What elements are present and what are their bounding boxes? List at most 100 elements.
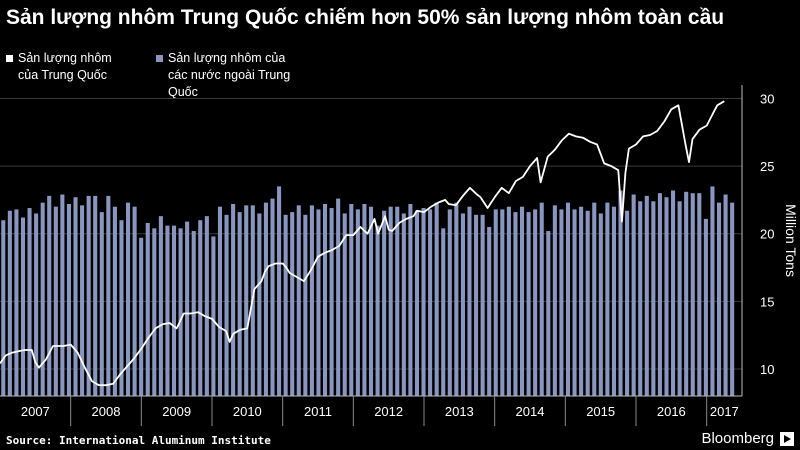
bar-4 [27, 208, 32, 396]
bar-62 [408, 203, 413, 396]
bar-69 [454, 202, 459, 396]
x-tick-label-2011: 2011 [304, 404, 332, 419]
brand-logo-text: Bloomberg [701, 430, 774, 447]
bar-84 [552, 205, 557, 396]
bar-12 [80, 205, 85, 396]
bar-76 [500, 209, 505, 396]
bar-17 [112, 206, 117, 396]
bar-10 [66, 203, 71, 396]
bar-8 [53, 206, 58, 396]
legend-swatch-other [156, 55, 163, 62]
bar-18 [119, 220, 124, 396]
bar-94 [618, 190, 623, 396]
x-tick-label-2010: 2010 [233, 404, 262, 419]
bar-102 [671, 190, 676, 396]
bar-64 [421, 208, 426, 396]
bar-45 [296, 205, 301, 396]
bar-15 [99, 212, 104, 396]
bar-25 [165, 225, 170, 396]
bar-96 [631, 194, 636, 396]
x-tick-label-2008: 2008 [92, 404, 121, 419]
source-note: Source: International Aluminum Institute [6, 434, 271, 447]
bar-31 [204, 216, 209, 396]
bar-63 [414, 210, 420, 396]
bar-73 [480, 214, 485, 396]
x-tick-label-2015: 2015 [586, 404, 615, 419]
legend-label-china: Sản lượng nhôm của Trung Quốc [18, 50, 112, 84]
legend-label-other-line3: Quốc [168, 85, 198, 99]
bar-106 [697, 193, 702, 396]
bar-54 [355, 209, 360, 396]
bar-87 [572, 209, 577, 396]
bar-61 [401, 213, 406, 396]
bar-58 [382, 210, 387, 396]
bar-37 [244, 205, 249, 396]
bar-47 [309, 205, 314, 396]
china-production-line [0, 100, 725, 387]
legend: Sản lượng nhôm của Trung Quốc Sản lượng … [6, 50, 326, 101]
bar-46 [303, 214, 308, 396]
bar-60 [395, 206, 400, 396]
bar-103 [677, 201, 682, 396]
x-tick-label-2012: 2012 [374, 404, 403, 419]
bar-59 [388, 206, 393, 396]
bar-19 [126, 202, 131, 396]
bar-67 [441, 228, 446, 396]
bar-43 [283, 214, 288, 396]
bar-70 [460, 213, 465, 396]
bar-56 [368, 206, 374, 396]
bar-110 [723, 194, 728, 396]
bar-42 [277, 186, 282, 396]
bar-23 [152, 228, 157, 396]
bar-32 [211, 236, 216, 396]
bar-35 [231, 203, 236, 396]
bar-55 [362, 203, 367, 396]
bar-33 [217, 206, 223, 396]
bar-30 [198, 220, 203, 396]
legend-label-other-line2: các nước ngoài Trung [168, 68, 291, 82]
bar-86 [565, 202, 571, 396]
bar-100 [657, 193, 662, 396]
bar-85 [559, 209, 564, 396]
legend-label-china-line1: Sản lượng nhôm [18, 51, 112, 65]
bar-95 [625, 210, 630, 396]
y-tick-label-10: 10 [760, 362, 774, 377]
bar-74 [487, 226, 492, 396]
bar-9 [60, 194, 65, 396]
legend-label-other: Sản lượng nhôm của các nước ngoài Trung … [168, 50, 290, 101]
bar-50 [329, 208, 334, 396]
bar-78 [513, 212, 518, 396]
bar-92 [605, 202, 610, 396]
bar-34 [224, 214, 229, 396]
bar-41 [270, 198, 275, 396]
bar-27 [178, 228, 183, 396]
bar-57 [375, 225, 380, 396]
bar-13 [86, 195, 91, 396]
y-tick-label-30: 30 [760, 92, 774, 107]
x-tick-label-2017: 2017 [710, 404, 739, 419]
bar-97 [638, 201, 643, 396]
chart-title: Sản lượng nhôm Trung Quốc chiếm hơn 50% … [6, 6, 725, 29]
bar-22 [145, 222, 150, 396]
legend-label-china-line2: của Trung Quốc [18, 68, 107, 82]
bar-16 [106, 195, 111, 396]
bar-71 [467, 206, 472, 396]
bar-6 [40, 202, 45, 396]
bar-108 [710, 186, 715, 396]
bar-51 [336, 198, 341, 396]
bar-2 [14, 209, 19, 396]
bar-0 [1, 220, 6, 396]
bar-109 [716, 202, 722, 396]
legend-swatch-china [6, 55, 13, 62]
chart-area: 10 15 20 25 30 Million Tons 2007 2008 2009 2010 20… [0, 85, 799, 426]
bar-91 [598, 213, 603, 396]
bar-5 [34, 213, 39, 396]
bar-88 [579, 206, 584, 396]
bar-49 [322, 203, 328, 396]
bar-20 [132, 206, 137, 396]
bar-101 [664, 197, 669, 396]
bar-77 [506, 206, 511, 396]
bar-21 [139, 237, 144, 396]
x-tick-label-2016: 2016 [657, 404, 686, 419]
bar-89 [585, 210, 590, 396]
